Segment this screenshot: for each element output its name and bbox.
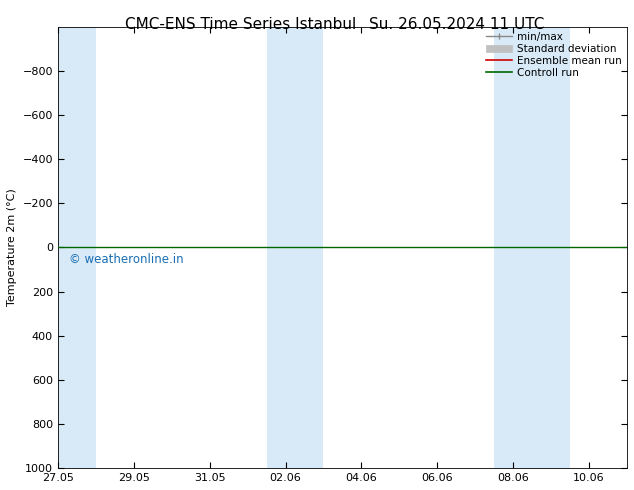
Bar xyxy=(495,26,513,468)
Legend: min/max, Standard deviation, Ensemble mean run, Controll run: min/max, Standard deviation, Ensemble me… xyxy=(486,32,622,78)
Y-axis label: Temperature 2m (°C): Temperature 2m (°C) xyxy=(7,189,17,306)
Text: © weatheronline.in: © weatheronline.in xyxy=(69,253,184,266)
Bar xyxy=(285,26,323,468)
Text: Su. 26.05.2024 11 UTC: Su. 26.05.2024 11 UTC xyxy=(369,17,544,32)
Bar xyxy=(58,26,96,468)
Bar xyxy=(266,26,285,468)
Bar xyxy=(513,26,570,468)
Text: CMC-ENS Time Series Istanbul: CMC-ENS Time Series Istanbul xyxy=(126,17,356,32)
